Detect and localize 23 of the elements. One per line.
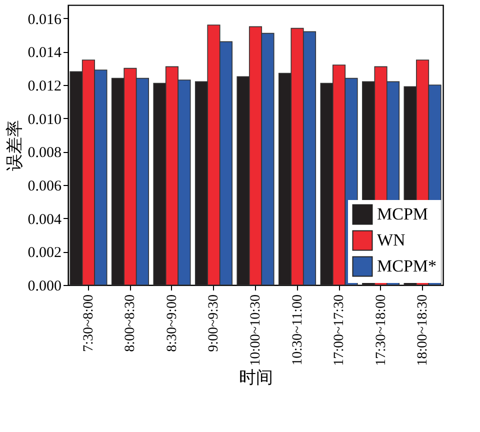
y-axis-title: 误差率 [4, 120, 24, 171]
legend-label: MCPM [377, 204, 428, 224]
y-tick-label: 0.016 [28, 12, 62, 28]
y-tick-label: 0.000 [28, 278, 62, 294]
x-tick-label: 17:30~18:00 [374, 294, 389, 366]
x-tick-label: 8:00~8:30 [123, 294, 138, 352]
y-tick-label: 0.012 [28, 78, 62, 94]
x-axis-title: 时间 [239, 368, 273, 387]
x-tick-label: 17:00~17:30 [332, 294, 348, 366]
x-tick-label: 10:30~11:00 [290, 294, 306, 366]
y-tick-label: 0.010 [28, 112, 62, 128]
legend-label: WN [377, 230, 406, 250]
y-tick-label: 0.002 [28, 245, 62, 262]
x-tick-label: 9:00~9:30 [206, 294, 222, 352]
y-tick-label: 0.008 [28, 145, 62, 162]
y-tick-label: 0.006 [28, 178, 62, 194]
x-tick-label: 8:30~9:00 [164, 294, 180, 352]
x-tick-label: 7:30~8:00 [81, 294, 96, 352]
y-tick-label: 0.004 [28, 212, 62, 228]
y-tick-label: 0.014 [28, 45, 62, 62]
legend-label: MCPM* [377, 256, 437, 276]
x-tick-label: 10:00~10:30 [248, 294, 264, 366]
x-tick-label: 18:00~18:30 [416, 294, 431, 366]
